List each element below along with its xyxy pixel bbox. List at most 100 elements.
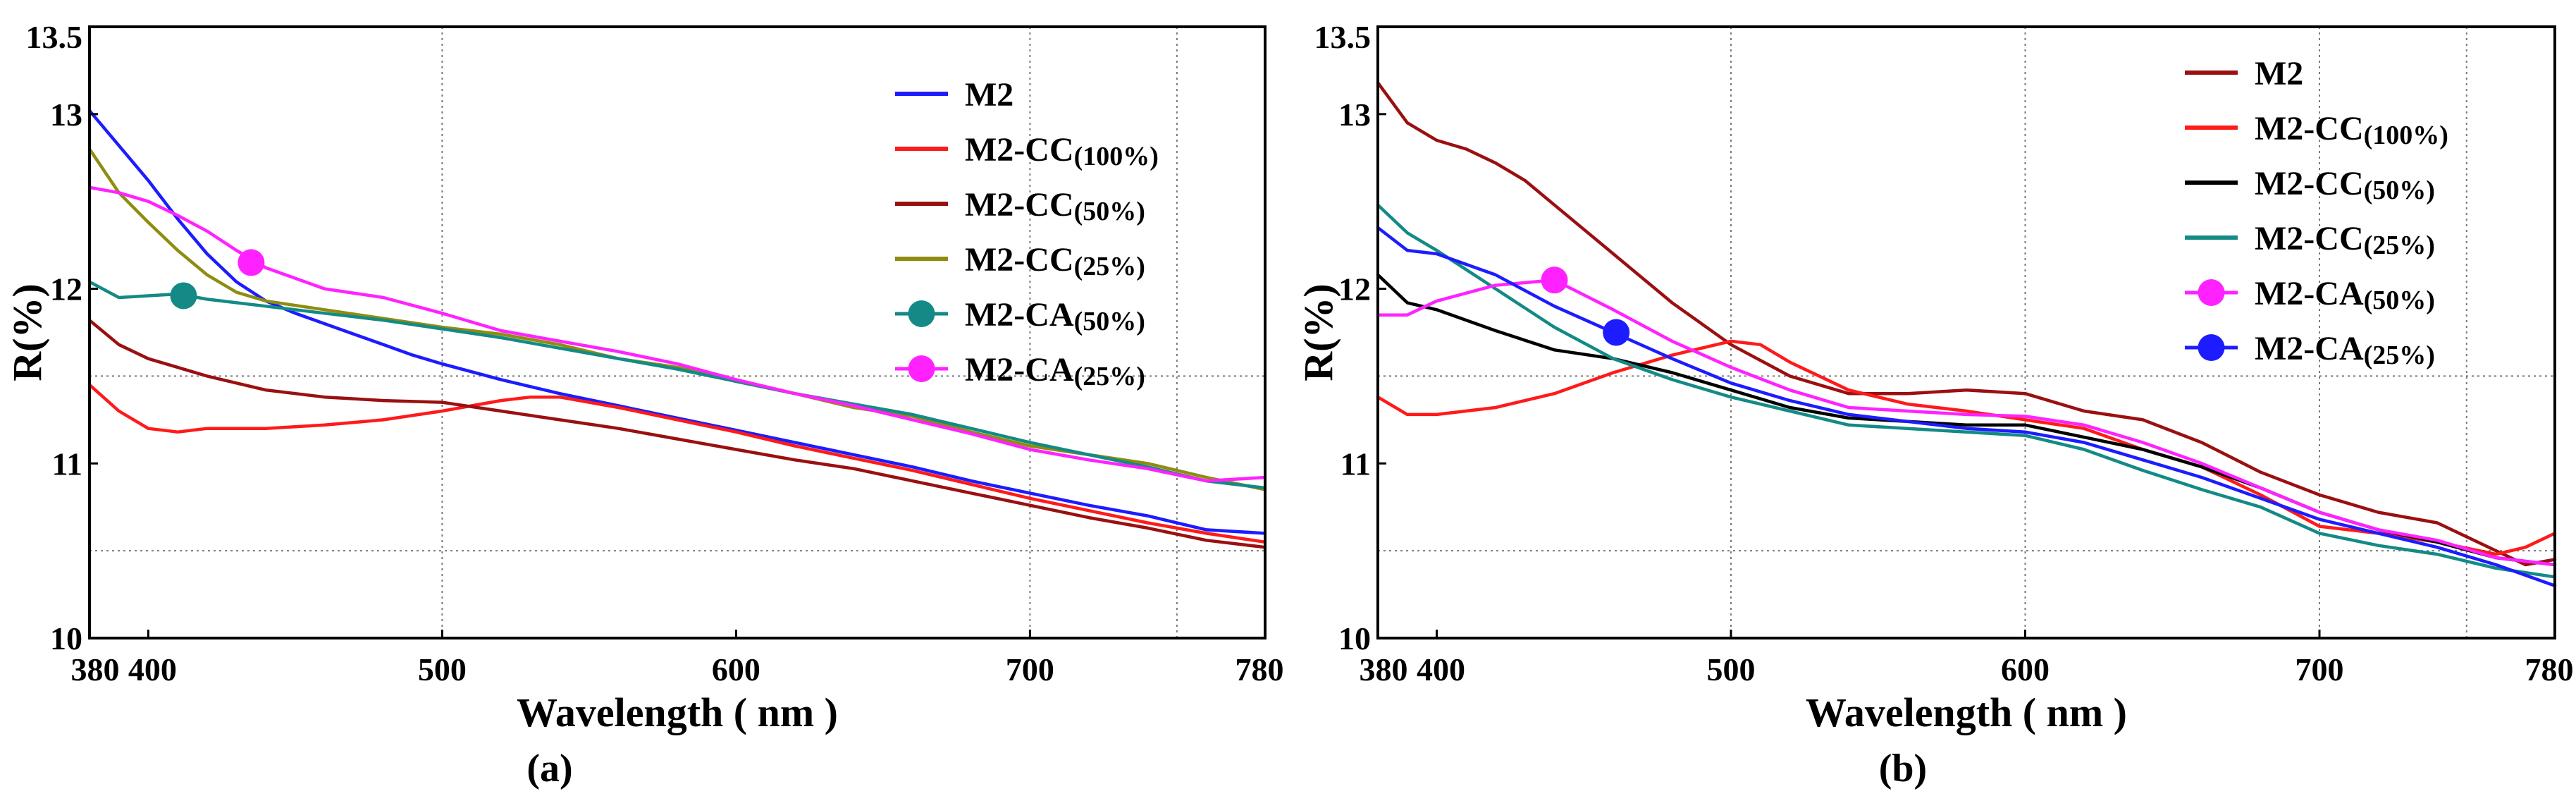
chart-panel-a: 380 400 500 600 700 780 10 11 12 13 13.5 Wavelength… (4, 19, 1284, 790)
x-axis-title: Wavelength ( nm ) (1806, 690, 2127, 735)
legend-item: M2-CC(100%) (895, 131, 1159, 171)
legend-item: M2-CC(100%) (2185, 110, 2448, 150)
legend-item: M2-CA(50%) (895, 296, 1145, 336)
legend-swatch-marker (2198, 334, 2225, 361)
legend-label-name: M2-CC (2255, 220, 2364, 257)
legend-label-name: M2 (2255, 55, 2303, 92)
x-tick-label: 600 (2001, 651, 2050, 687)
legend-swatch-marker (908, 355, 935, 382)
legend-label: M2 (965, 76, 1013, 114)
legend-label: M2-CA(25%) (965, 351, 1145, 391)
legend-label: M2-CA(25%) (2255, 330, 2435, 370)
legend-label: M2-CC(100%) (2255, 110, 2448, 150)
legend-item: M2-CA(50%) (2185, 275, 2435, 315)
series-line-m2 (1376, 81, 2557, 567)
legend-label: M2-CC(25%) (965, 241, 1145, 281)
series-line-m2 (87, 109, 1267, 535)
legend-label-name: M2-CC (965, 131, 1074, 169)
legend-label-name: M2-CA (965, 351, 1074, 388)
x-tick-label: 600 (712, 651, 760, 687)
plot-frame (88, 25, 1267, 639)
series-line-m2-ca-50 (1376, 278, 2557, 567)
x-tick-label: 500 (418, 651, 467, 687)
legend-label-suffix: (50%) (2364, 176, 2435, 205)
legend-item: M2-CC(25%) (895, 241, 1145, 281)
legend-label-name: M2-CC (2255, 165, 2364, 202)
legend-item: M2-CC(25%) (2185, 220, 2435, 260)
series-marker (238, 249, 265, 276)
legend-label-suffix: (25%) (2364, 341, 2435, 370)
legend-label: M2-CA(50%) (2255, 275, 2435, 315)
legend-label-name: M2-CA (2255, 275, 2364, 312)
x-tick-label: 400 (1417, 651, 1465, 687)
y-tick-label: 12 (1338, 271, 1371, 307)
y-tick-label: 13.5 (1314, 19, 1372, 55)
series-marker (170, 282, 197, 310)
legend-label-name: M2 (965, 76, 1013, 114)
legend-label: M2-CC(100%) (965, 131, 1159, 171)
legend-item: M2-CC(50%) (2185, 165, 2435, 205)
y-tick-label: 13 (50, 97, 82, 133)
legend-swatch-marker (908, 300, 935, 327)
x-tick-label: 400 (128, 651, 177, 687)
y-tick-label: 12 (50, 271, 82, 307)
series-line-m2-ca-25 (1376, 226, 2557, 587)
y-axis-title: R(%) (4, 283, 50, 381)
legend: M2M2-CC(100%)M2-CC(50%)M2-CC(25%)M2-CA(5… (895, 76, 1159, 391)
series-line-m2-ca-50 (87, 280, 1267, 490)
panel-label: (b) (1879, 747, 1927, 790)
series-line-m2-ca-25 (87, 185, 1267, 483)
y-tick-label: 11 (1341, 446, 1371, 482)
legend-label-suffix: (100%) (2364, 121, 2448, 150)
y-tick-label: 10 (50, 620, 82, 656)
series-line-m2-cc-100 (1376, 339, 2557, 556)
x-tick-label: 500 (1707, 651, 1756, 687)
x-tick-label: 700 (2295, 651, 2344, 687)
panel-label: (a) (526, 747, 572, 790)
chart-panel-b: 380 400 500 600 700 780 10 11 12 13 13.5 Wavelength… (1295, 19, 2574, 790)
legend-label-suffix: (50%) (2364, 286, 2435, 315)
x-tick-label: 780 (2525, 651, 2574, 687)
series-line-m2-cc-50 (1376, 273, 2557, 567)
x-axis-title: Wavelength ( nm ) (517, 690, 838, 735)
legend-label: M2 (2255, 55, 2303, 92)
legend-label: M2-CA(50%) (965, 296, 1145, 336)
series-line-m2-cc-50 (87, 318, 1267, 549)
y-axis-title: R(%) (1295, 283, 1341, 381)
legend-item: M2-CA(25%) (2185, 330, 2435, 370)
y-tick-label: 10 (1338, 620, 1371, 656)
series-line-m2-cc-100 (87, 383, 1267, 544)
legend: M2M2-CC(100%)M2-CC(50%)M2-CC(25%)M2-CA(5… (2185, 55, 2448, 370)
legend-label-suffix: (50%) (1074, 197, 1145, 226)
legend-label-suffix: (50%) (1074, 307, 1145, 336)
legend-label-suffix: (25%) (1074, 362, 1145, 391)
series-line-m2-cc-25 (87, 147, 1267, 491)
x-tick-label: 700 (1006, 651, 1054, 687)
legend-label-name: M2-CC (2255, 110, 2364, 147)
legend-item: M2 (2185, 55, 2303, 92)
x-tick-label: 380 (1360, 651, 1408, 687)
legend-swatch-marker (2198, 279, 2225, 306)
plot-frame (1376, 25, 2556, 639)
legend-label: M2-CC(25%) (2255, 220, 2435, 260)
series-line-m2-cc-25 (1376, 203, 2557, 579)
y-tick-label: 13 (1338, 97, 1371, 133)
legend-item: M2-CA(25%) (895, 351, 1145, 391)
legend-label-suffix: (25%) (1074, 252, 1145, 281)
x-tick-label: 380 (71, 651, 120, 687)
legend-label-suffix: (100%) (1074, 142, 1159, 171)
legend-label-name: M2-CC (965, 241, 1074, 278)
legend-label: M2-CC(50%) (2255, 165, 2435, 205)
y-tick-label: 13.5 (26, 19, 83, 55)
legend-label-suffix: (25%) (2364, 231, 2435, 260)
y-tick-label: 11 (52, 446, 82, 482)
legend-label: M2-CC(50%) (965, 186, 1145, 226)
legend-item: M2-CC(50%) (895, 186, 1145, 226)
legend-label-name: M2-CC (965, 186, 1074, 224)
series-marker (1603, 319, 1630, 346)
legend-label-name: M2-CA (2255, 330, 2364, 367)
x-tick-label: 780 (1235, 651, 1284, 687)
legend-item: M2 (895, 76, 1013, 114)
legend-label-name: M2-CA (965, 296, 1074, 333)
